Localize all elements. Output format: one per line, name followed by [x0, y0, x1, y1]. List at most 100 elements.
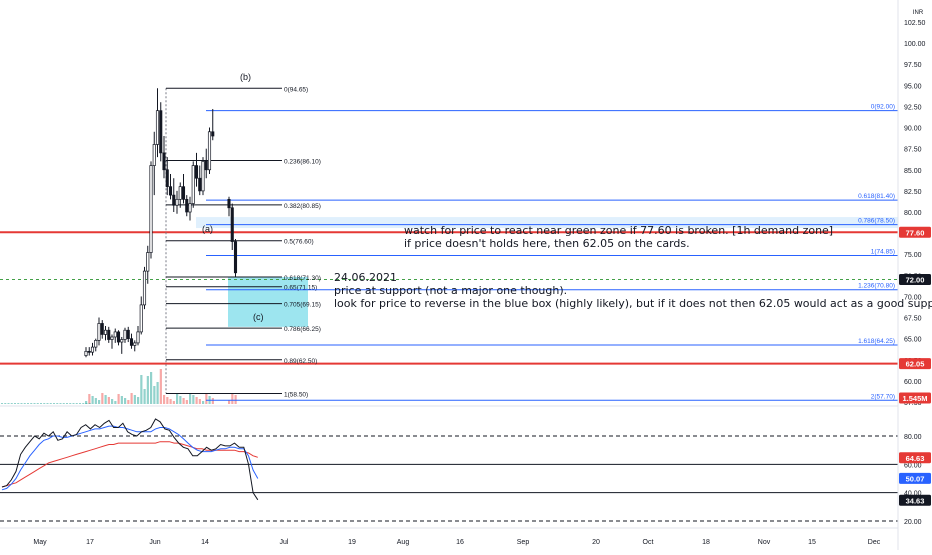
volume-bar	[166, 397, 169, 404]
oscillator-tag: 64.63	[906, 454, 925, 463]
volume-bar	[40, 403, 42, 404]
candle-body	[126, 329, 130, 340]
candle-body	[155, 110, 160, 145]
volume-bar	[101, 393, 104, 404]
oscillator-signal-blue	[1, 425, 259, 491]
candle-body	[188, 203, 192, 213]
volume-bar	[69, 403, 72, 404]
candle-body	[175, 198, 179, 206]
candle-body	[185, 198, 189, 213]
volume-bar	[88, 403, 91, 404]
volume-bar	[120, 396, 123, 404]
volume-bar	[169, 399, 172, 404]
price-tick-label: 87.50	[904, 147, 922, 154]
price-tick-label: 80.00	[904, 210, 922, 217]
price-tick-label: 60.00	[904, 379, 922, 386]
oscillator-tick-label: 40.00	[904, 491, 922, 498]
candle-body	[152, 144, 156, 166]
candle-body	[168, 186, 173, 196]
price-tick-label: 97.50	[904, 62, 922, 69]
fib-extension-label: 1(74.85)	[871, 248, 895, 255]
candle-body	[162, 152, 166, 171]
oscillator-tag-bg	[899, 494, 931, 506]
volume-bar	[62, 403, 65, 404]
time-tick-label: 17	[86, 539, 94, 546]
candle-body	[94, 340, 98, 348]
volume-bar	[159, 369, 162, 404]
volume-bar	[14, 403, 16, 404]
price-tick-label: 70.00	[904, 294, 922, 301]
annotation-date: 24.06.2021	[334, 271, 397, 284]
time-tick-label: 16	[456, 539, 464, 546]
volume-bar	[33, 403, 36, 404]
time-tick-label: May	[33, 539, 47, 546]
price-tick-label: 67.50	[904, 316, 922, 323]
time-tick-label: Sep	[517, 539, 530, 546]
price-tick-label: 82.50	[904, 189, 922, 196]
volume-bar	[185, 400, 188, 404]
time-tick-label: Jun	[149, 539, 160, 546]
wave-label-a: (a)	[202, 224, 213, 234]
candle-body	[165, 169, 169, 188]
annotation-watch-line1: watch for price to react near green zone…	[404, 224, 833, 237]
price-tag: 62.05	[906, 360, 925, 369]
volume-tag-bg	[899, 392, 931, 404]
annotation-support-line1: price at support (not a major one though…	[334, 284, 567, 297]
volume-bar	[182, 398, 185, 404]
candle-body	[194, 165, 199, 179]
candle-body	[116, 331, 121, 343]
volume-bar	[56, 403, 59, 404]
volume-bar	[104, 395, 107, 404]
time-tick-label: 18	[702, 539, 710, 546]
volume-bar	[189, 393, 192, 404]
volume-bar	[140, 375, 143, 404]
fib-retracement-label: 0(94.65)	[284, 86, 308, 93]
volume-bar	[23, 403, 26, 404]
price-tick-label: 92.50	[904, 104, 922, 111]
price-tick-label: 102.50	[904, 20, 926, 27]
candle-body	[139, 304, 143, 333]
fib-extension-label: 0.618(81.40)	[858, 193, 895, 200]
volume-bar	[211, 398, 214, 404]
time-tick-label: Aug	[397, 539, 410, 546]
candle-body	[87, 350, 91, 353]
candle-body	[178, 186, 182, 200]
volume-bar	[59, 403, 62, 404]
demand-zone-band	[196, 217, 898, 229]
volume-bar	[91, 396, 94, 404]
volume-bar	[163, 395, 166, 404]
candle-body	[146, 252, 150, 272]
volume-bar	[133, 395, 136, 404]
volume-bar	[146, 376, 149, 404]
volume-bar	[20, 403, 23, 404]
volume-bar	[107, 397, 110, 404]
price-tag: 77.60	[906, 228, 925, 237]
volume-bar	[137, 397, 140, 404]
volume-bar	[228, 400, 231, 404]
volume-bar	[98, 400, 101, 404]
fib-retracement-label: 0.705(69.15)	[284, 302, 321, 309]
fib-extension-label: 1.236(70.80)	[858, 283, 895, 290]
price-tag-bg	[899, 274, 931, 286]
volume-bar	[85, 401, 88, 404]
candle-body	[90, 346, 95, 353]
time-tick-label: Dec	[868, 539, 881, 546]
candle-body	[100, 323, 104, 335]
volume-bar	[75, 403, 78, 404]
volume-bar	[30, 403, 33, 404]
candle-body	[198, 177, 202, 192]
candle-body	[103, 329, 108, 335]
price-tick-label: 95.00	[904, 83, 922, 90]
volume-bar	[179, 396, 182, 404]
fib-retracement-label: 0.65(71.15)	[284, 285, 317, 292]
oscillator-tag: 50.07	[906, 474, 925, 483]
price-tag: 72.00	[906, 276, 925, 285]
blue-box-zone	[228, 277, 308, 327]
oscillator-tick-label: 60.00	[904, 462, 922, 469]
volume-bar	[231, 393, 234, 404]
time-tick-label: 15	[808, 539, 816, 546]
candle-body	[201, 160, 205, 192]
candle-body	[159, 110, 163, 154]
